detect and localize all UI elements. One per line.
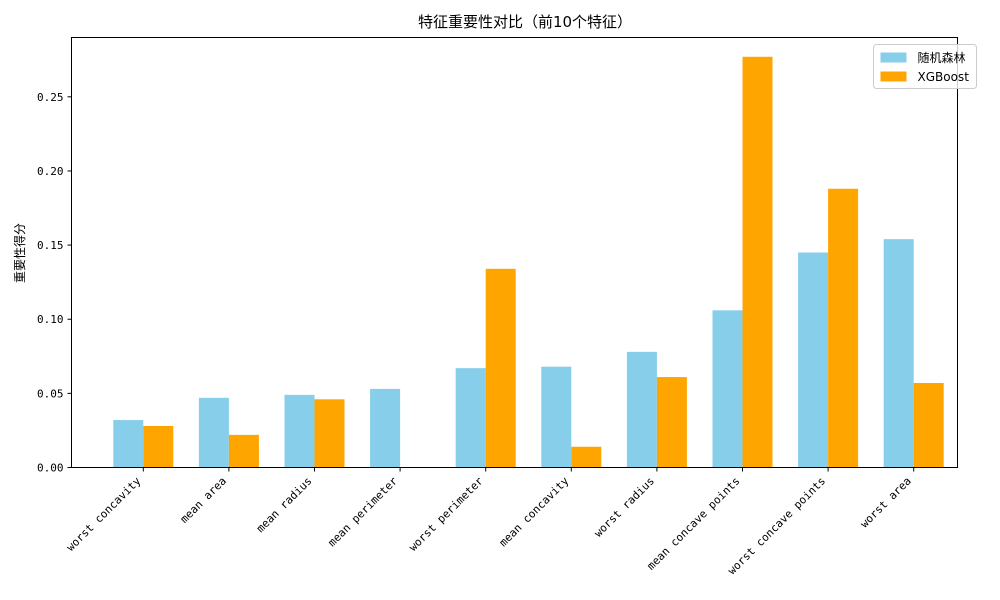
y-tick-label-3: 0.15: [37, 239, 64, 252]
y-tick-label-0: 0.00: [37, 462, 64, 475]
x-tick-label-5: mean concavity: [497, 474, 572, 549]
bars: [113, 56, 944, 468]
x-tick-label-8: worst concave points: [725, 474, 828, 577]
bar-series2-9: [913, 382, 944, 468]
bar-series1-4: [455, 368, 486, 468]
x-tick-label-6: worst radius: [592, 474, 657, 539]
bar-series2-1: [228, 434, 259, 468]
x-tick-label-9: worst area: [858, 474, 914, 530]
bar-series2-0: [143, 425, 174, 468]
y-axis-ticks: 0.00 0.05 0.10 0.15 0.20 0.25: [37, 91, 72, 475]
bar-series1-9: [883, 239, 914, 468]
x-tick-label-7: mean concave points: [644, 474, 742, 572]
legend-swatch-1: [880, 71, 907, 82]
bar-series1-2: [284, 394, 315, 468]
bar-series1-5: [541, 366, 572, 468]
x-tick-label-2: mean radius: [254, 474, 315, 535]
legend-label-0: 随机森林: [918, 50, 966, 65]
bar-series1-0: [113, 420, 144, 468]
x-axis-ticks: worst concavity mean area mean radius mean …: [64, 467, 915, 577]
y-tick-label-4: 0.20: [37, 165, 64, 178]
bar-series2-8: [828, 188, 859, 468]
bar-series1-6: [626, 351, 657, 468]
bar-series2-7: [742, 56, 773, 468]
bar-series1-1: [198, 397, 229, 468]
y-tick-label-1: 0.05: [37, 387, 64, 400]
y-axis-label: 重要性得分: [12, 223, 27, 283]
x-tick-label-4: worst perimeter: [406, 474, 486, 554]
legend: 随机森林 XGBoost: [873, 44, 977, 89]
bar-series2-2: [314, 399, 345, 468]
x-tick-label-1: mean area: [178, 474, 229, 525]
y-tick-label-2: 0.10: [37, 313, 64, 326]
bar-series2-6: [656, 377, 687, 468]
x-tick-label-3: mean perimeter: [325, 474, 400, 549]
plot-frame: [71, 37, 958, 468]
chart-title: 特征重要性对比（前10个特征）: [418, 13, 632, 31]
bar-series1-8: [798, 252, 829, 468]
bar-series1-7: [712, 310, 743, 468]
bar-series1-3: [370, 388, 401, 468]
bar-series2-4: [485, 268, 516, 468]
x-tick-label-0: worst concavity: [64, 474, 144, 554]
legend-swatch-0: [880, 52, 907, 63]
legend-label-1: XGBoost: [918, 70, 970, 84]
y-tick-label-5: 0.25: [37, 91, 64, 104]
bar-series2-5: [571, 446, 602, 468]
